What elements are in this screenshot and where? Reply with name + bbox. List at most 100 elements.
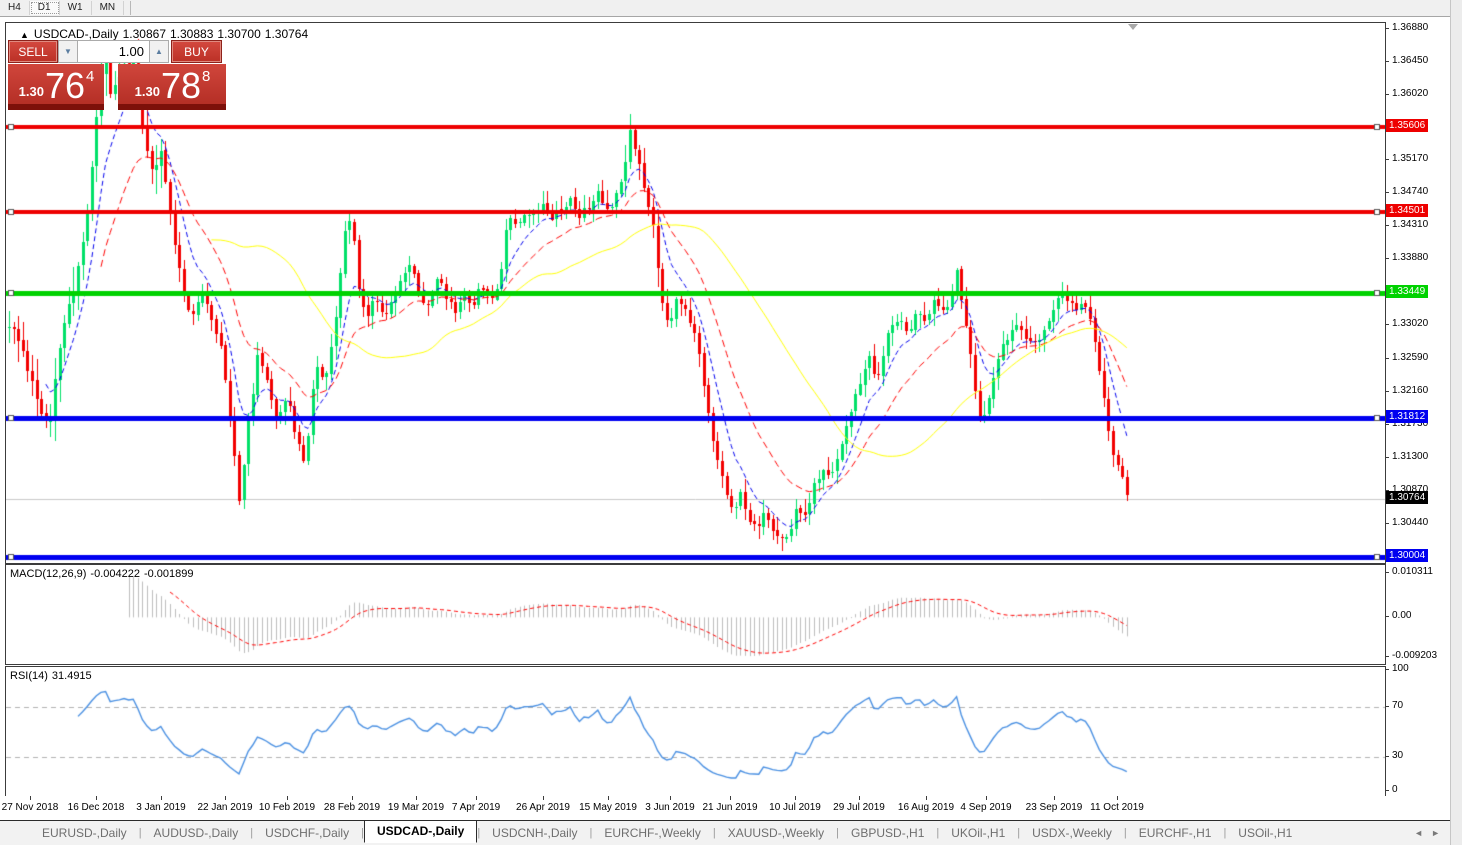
symbol-tab-ukoil-h1[interactable]: UKOil-,H1 xyxy=(951,826,1006,840)
sell-price-pip: 4 xyxy=(86,68,95,85)
price-level-label: 1.31812 xyxy=(1386,410,1429,424)
date-axis-tick xyxy=(730,796,731,800)
chart-title: ▲ USDCAD-,Daily 1.30867 1.30883 1.30700 1.307… xyxy=(20,27,312,41)
macd-label: MACD(12,26,9) -0.004222 -0.001899 xyxy=(10,568,194,580)
sell-button[interactable]: SELL xyxy=(8,40,58,63)
date-axis-label: 15 May 2019 xyxy=(579,802,637,813)
volume-input[interactable] xyxy=(78,40,149,63)
price-axis-tick: 1.32160 xyxy=(1385,385,1428,396)
price-axis-tick: 1.36880 xyxy=(1385,22,1428,33)
collapse-triangle-icon[interactable]: ▲ xyxy=(20,30,29,40)
macd-axis-tick: -0.009203 xyxy=(1385,650,1437,661)
date-axis-tick xyxy=(926,796,927,800)
price-level-label: 1.30764 xyxy=(1386,490,1429,504)
macd-canvas[interactable] xyxy=(6,565,1385,664)
ohlc-open: 1.30867 xyxy=(122,27,166,41)
tab-separator: | xyxy=(1223,827,1227,839)
window-right-gutter xyxy=(1450,0,1462,845)
symbol-tab-usdx-weekly[interactable]: USDX-,Weekly xyxy=(1032,826,1112,840)
symbol-tab-usdcnh-daily[interactable]: USDCNH-,Daily xyxy=(492,826,578,840)
buy-price-pip: 8 xyxy=(202,68,211,85)
symbol-tab-usdcad-daily[interactable]: USDCAD-,Daily xyxy=(363,819,478,843)
tab-separator: | xyxy=(477,827,481,839)
date-axis-label: 27 Nov 2018 xyxy=(1,802,59,813)
date-axis-tick xyxy=(1117,796,1118,800)
date-axis-tick xyxy=(1054,796,1055,800)
date-axis-tick xyxy=(287,796,288,800)
volume-decrease-button[interactable]: ▼ xyxy=(58,40,78,63)
tab-separator: | xyxy=(138,827,142,839)
timeframe-button-mn[interactable]: MN xyxy=(92,1,125,15)
price-axis[interactable]: 1.36880 1.36450 1.36020 1.35170 1.34740 1.343… xyxy=(1385,0,1450,845)
tab-separator: | xyxy=(589,827,593,839)
price-axis-tick: 1.36450 xyxy=(1385,55,1428,66)
price-level-label: 1.30004 xyxy=(1386,548,1429,562)
sell-price-display[interactable]: 1.30 76 4 xyxy=(8,64,104,110)
buy-button[interactable]: BUY xyxy=(171,40,222,63)
toolbar-group-separator xyxy=(130,1,132,15)
price-chart-canvas[interactable] xyxy=(6,23,1385,563)
price-level-label: 1.34501 xyxy=(1386,203,1429,217)
symbol-tab-usoil-h1[interactable]: USOil-,H1 xyxy=(1238,826,1293,840)
date-axis-label: 4 Sep 2019 xyxy=(960,802,1012,813)
chart-shift-marker[interactable] xyxy=(1128,24,1138,30)
sell-price-prefix: 1.30 xyxy=(18,84,44,99)
date-axis-label: 3 Jan 2019 xyxy=(136,802,186,813)
buy-price-display[interactable]: 1.30 78 8 xyxy=(118,64,226,110)
timeframe-button-d1[interactable]: D1 xyxy=(29,1,60,15)
rsi-axis-tick: 70 xyxy=(1385,700,1403,711)
price-axis-tick: 1.36020 xyxy=(1385,88,1428,99)
price-level-label: 1.33449 xyxy=(1386,284,1429,298)
buy-price-big: 78 xyxy=(160,65,201,106)
rsi-axis-tick: 0 xyxy=(1385,784,1398,795)
tab-separator: | xyxy=(936,827,940,839)
macd-pane: MACD(12,26,9) -0.004222 -0.001899 xyxy=(5,564,1386,665)
date-axis-tick xyxy=(96,796,97,800)
date-axis[interactable]: 27 Nov 2018 16 Dec 2018 3 Jan 2019 22 Jan 2… xyxy=(0,796,1450,820)
symbol-tab-audusd-daily[interactable]: AUDUSD-,Daily xyxy=(153,826,239,840)
symbol-tab-usdchf-daily[interactable]: USDCHF-,Daily xyxy=(265,826,350,840)
date-axis-tick xyxy=(859,796,860,800)
volume-increase-button[interactable]: ▲ xyxy=(149,40,169,63)
spin-up-icon: ▲ xyxy=(155,47,163,56)
sell-price-big: 76 xyxy=(44,65,85,106)
tab-separator: | xyxy=(1123,827,1127,839)
price-level-label: 1.35606 xyxy=(1386,119,1429,132)
tab-scroll-arrows[interactable]: ◄► xyxy=(1414,828,1448,838)
ohlc-close: 1.30764 xyxy=(264,27,309,41)
date-axis-tick xyxy=(476,796,477,800)
symbol-tab-gbpusd-h1[interactable]: GBPUSD-,H1 xyxy=(851,826,925,840)
date-axis-label: 26 Apr 2019 xyxy=(516,802,570,813)
symbol-tab-eurusd-daily[interactable]: EURUSD-,Daily xyxy=(42,826,127,840)
date-axis-label: 10 Jul 2019 xyxy=(769,802,821,813)
symbol-tab-eurchf-h1[interactable]: EURCHF-,H1 xyxy=(1138,826,1212,840)
rsi-pane: RSI(14) 31.4915 xyxy=(5,666,1386,797)
price-axis-tick: 1.32590 xyxy=(1385,352,1428,363)
symbol-tab-eurchf-weekly[interactable]: EURCHF-,Weekly xyxy=(604,826,701,840)
buy-price-prefix: 1.30 xyxy=(134,84,160,99)
rsi-canvas[interactable] xyxy=(6,667,1385,796)
date-axis-tick xyxy=(670,796,671,800)
rsi-value: 31.4915 xyxy=(51,670,92,682)
date-axis-tick xyxy=(795,796,796,800)
date-axis-tick xyxy=(161,796,162,800)
tab-separator: | xyxy=(1017,827,1021,839)
price-axis-tick: 1.35170 xyxy=(1385,153,1428,164)
date-axis-label: 7 Apr 2019 xyxy=(451,802,501,813)
timeframe-button-h4[interactable]: H4 xyxy=(0,1,30,15)
date-axis-label: 3 Jun 2019 xyxy=(645,802,695,813)
spin-down-icon: ▼ xyxy=(64,47,72,56)
date-axis-label: 10 Feb 2019 xyxy=(258,802,316,813)
tab-separator: | xyxy=(712,827,716,839)
date-axis-label: 16 Aug 2019 xyxy=(897,802,955,813)
symbol-period-label: USDCAD-,Daily xyxy=(33,27,119,41)
date-axis-label: 16 Dec 2018 xyxy=(67,802,125,813)
date-axis-tick xyxy=(416,796,417,800)
date-axis-label: 11 Oct 2019 xyxy=(1090,802,1144,813)
timeframe-button-w1[interactable]: W1 xyxy=(60,1,92,15)
date-axis-label: 23 Sep 2019 xyxy=(1025,802,1083,813)
tab-scroll-right-icon: ► xyxy=(1431,828,1448,838)
date-axis-label: 29 Jul 2019 xyxy=(833,802,885,813)
symbol-tab-xauusd-weekly[interactable]: XAUUSD-,Weekly xyxy=(727,826,825,840)
